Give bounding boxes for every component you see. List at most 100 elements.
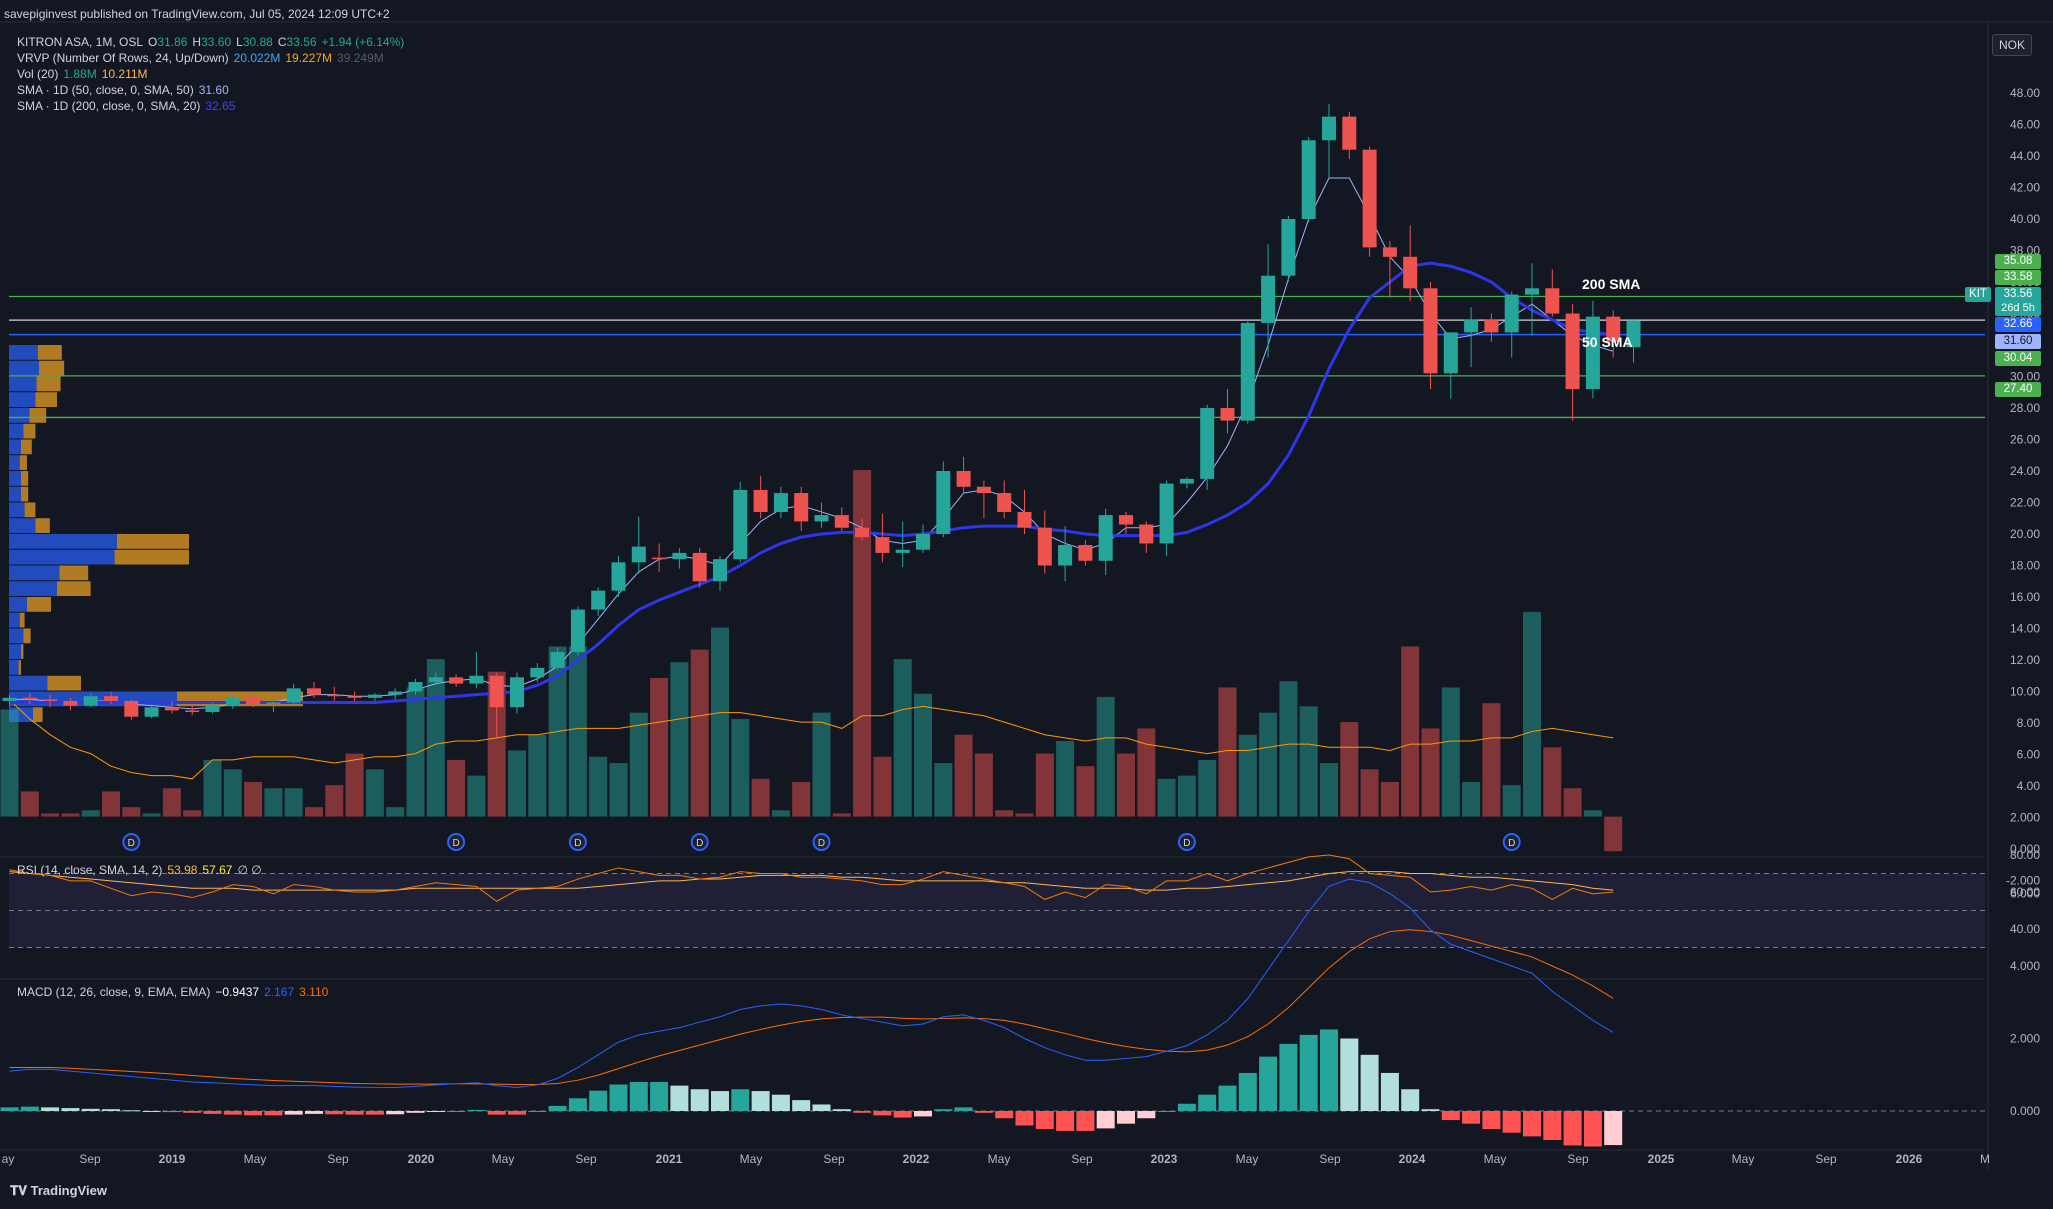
volume-bar-70 <box>1421 728 1440 817</box>
time-tick-3: May <box>244 1152 267 1166</box>
volume-bar-9 <box>183 810 202 817</box>
volume-bar-33 <box>670 662 689 817</box>
volume-bar-39 <box>792 781 811 817</box>
dividend-label-2: D <box>574 838 581 849</box>
macd-hist-bar-70 <box>1421 1109 1440 1111</box>
vp-up-5 <box>9 628 24 644</box>
candle-body-5 <box>104 696 118 701</box>
vol-ma-value: 10.211M <box>101 67 148 81</box>
legend-vrvp[interactable]: VRVP (Number Of Rows, 24, Up/Down) 20.022… <box>17 50 389 66</box>
candle-body-4 <box>83 696 98 706</box>
dividend-label-6: D <box>1508 838 1515 849</box>
volume-bar-71 <box>1441 687 1460 817</box>
legend-sma50[interactable]: SMA · 1D (50, close, 0, SMA, 50) 31.60 <box>17 82 234 98</box>
candle-body-61 <box>1240 322 1255 421</box>
candle-body-46 <box>936 471 951 534</box>
vp-up-4 <box>9 644 21 659</box>
macd-hist-bar-57 <box>1157 1111 1176 1112</box>
macd-hist-bar-39 <box>792 1100 811 1111</box>
time-tick-1: Sep <box>79 1152 101 1166</box>
vp-down-12 <box>35 518 50 533</box>
candle-body-60 <box>1220 408 1235 421</box>
legend-macd[interactable]: MACD (12, 26, close, 9, EMA, EMA) −0.9437… <box>17 984 333 1000</box>
legend-rsi[interactable]: RSI (14, close, SMA, 14, 2) 53.98 57.67 ∅ ∅ <box>17 862 267 878</box>
candle-body-66 <box>1342 116 1357 150</box>
macd-hist-bar-54 <box>1096 1111 1115 1129</box>
macd-hist-bar-67 <box>1360 1054 1379 1111</box>
macd-hist-bar-20 <box>406 1111 425 1113</box>
vp-down-5 <box>23 628 31 644</box>
price-tick-25: -2.000 <box>2006 874 2040 888</box>
high-value: 33.60 <box>201 35 232 49</box>
dividend-marker-3 <box>690 833 709 851</box>
candle-body-20 <box>408 682 423 692</box>
macd-hist-bar-25 <box>508 1111 526 1115</box>
macd-hist-bar-11 <box>223 1111 242 1115</box>
price-tick-14: 20.00 <box>2010 527 2040 541</box>
price-tick-2: 44.00 <box>2010 149 2040 163</box>
vp-up-6 <box>9 612 20 628</box>
dividend-label-3: D <box>696 838 703 849</box>
macd-hist-bar-16 <box>325 1111 344 1115</box>
volume-bar-77 <box>1563 788 1582 817</box>
candle-body-59 <box>1200 408 1215 479</box>
vp-up-14 <box>9 486 21 502</box>
time-tick-15: May <box>1236 1152 1259 1166</box>
sma-200-line <box>9 261 1614 705</box>
legend-vol[interactable]: Vol (20) 1.88M 10.211M <box>17 66 153 82</box>
rsi-name: RSI (14, close, SMA, 14, 2) <box>17 863 163 877</box>
volume-bar-42 <box>853 470 872 817</box>
macd-hist-bar-5 <box>102 1109 120 1111</box>
macd-tick-0: 6.000 <box>2010 887 2040 901</box>
vp-down-21 <box>36 376 61 392</box>
volume-bar-55 <box>1117 753 1135 817</box>
candle-body-76 <box>1545 288 1560 314</box>
candle-body-72 <box>1464 319 1479 333</box>
candle-body-33 <box>672 552 687 560</box>
macd-hist-bar-8 <box>162 1111 181 1113</box>
macd-hist-bar-31 <box>629 1082 648 1111</box>
vp-up-21 <box>9 376 37 392</box>
volume-bar-58 <box>1177 775 1196 817</box>
time-tick-6: May <box>492 1152 515 1166</box>
volume-bar-45 <box>914 693 932 817</box>
time-tick-7: Sep <box>575 1152 597 1166</box>
time-tick-13: Sep <box>1071 1152 1093 1166</box>
macd-hist-bar-51 <box>1035 1111 1054 1130</box>
symbol-name: KITRON ASA, 1M, OSL <box>17 35 144 49</box>
candle-body-15 <box>307 688 321 695</box>
candle-body-35 <box>713 559 727 582</box>
candle-body-43 <box>875 537 890 553</box>
vrvp-name: VRVP (Number Of Rows, 24, Up/Down) <box>17 51 229 65</box>
vp-up-19 <box>9 408 30 423</box>
volume-bar-17 <box>345 753 364 817</box>
volume-bar-50 <box>1015 813 1034 817</box>
candle-body-63 <box>1281 219 1296 276</box>
candle-body-36 <box>733 489 748 560</box>
macd-hist-bar-15 <box>305 1111 323 1114</box>
time-tick-14: 2023 <box>1151 1152 1178 1166</box>
macd-hist-bar-47 <box>954 1107 973 1111</box>
vp-down-11 <box>117 534 189 549</box>
legend-sma200[interactable]: SMA · 1D (200, close, 0, SMA, 20) 32.65 <box>17 98 240 114</box>
rsi-ma-value: 57.67 <box>202 863 233 877</box>
macd-tick-1: 4.000 <box>2010 959 2040 973</box>
time-tick-4: Sep <box>327 1152 349 1166</box>
volume-bar-72 <box>1462 781 1481 817</box>
rsi-bands-value: ∅ ∅ <box>237 863 262 877</box>
currency-button[interactable]: NOK <box>1992 34 2032 56</box>
volume-bar-60 <box>1218 687 1237 817</box>
vp-down-9 <box>59 565 89 581</box>
volume-bar-28 <box>568 646 587 817</box>
macd-hist-bar-77 <box>1563 1111 1582 1146</box>
macd-hist-bar-10 <box>203 1111 222 1114</box>
volume-bar-79 <box>1604 816 1623 852</box>
volume-bar-6 <box>122 807 141 817</box>
macd-hist-bar-74 <box>1502 1111 1521 1133</box>
low-label: L <box>236 35 243 49</box>
volume-bar-1 <box>20 791 39 817</box>
macd-hist-bar-52 <box>1056 1111 1075 1131</box>
tradingview-logo[interactable]: 𝐓𝐕 TradingView <box>10 1183 107 1199</box>
price-tick-15: 18.00 <box>2010 559 2040 573</box>
